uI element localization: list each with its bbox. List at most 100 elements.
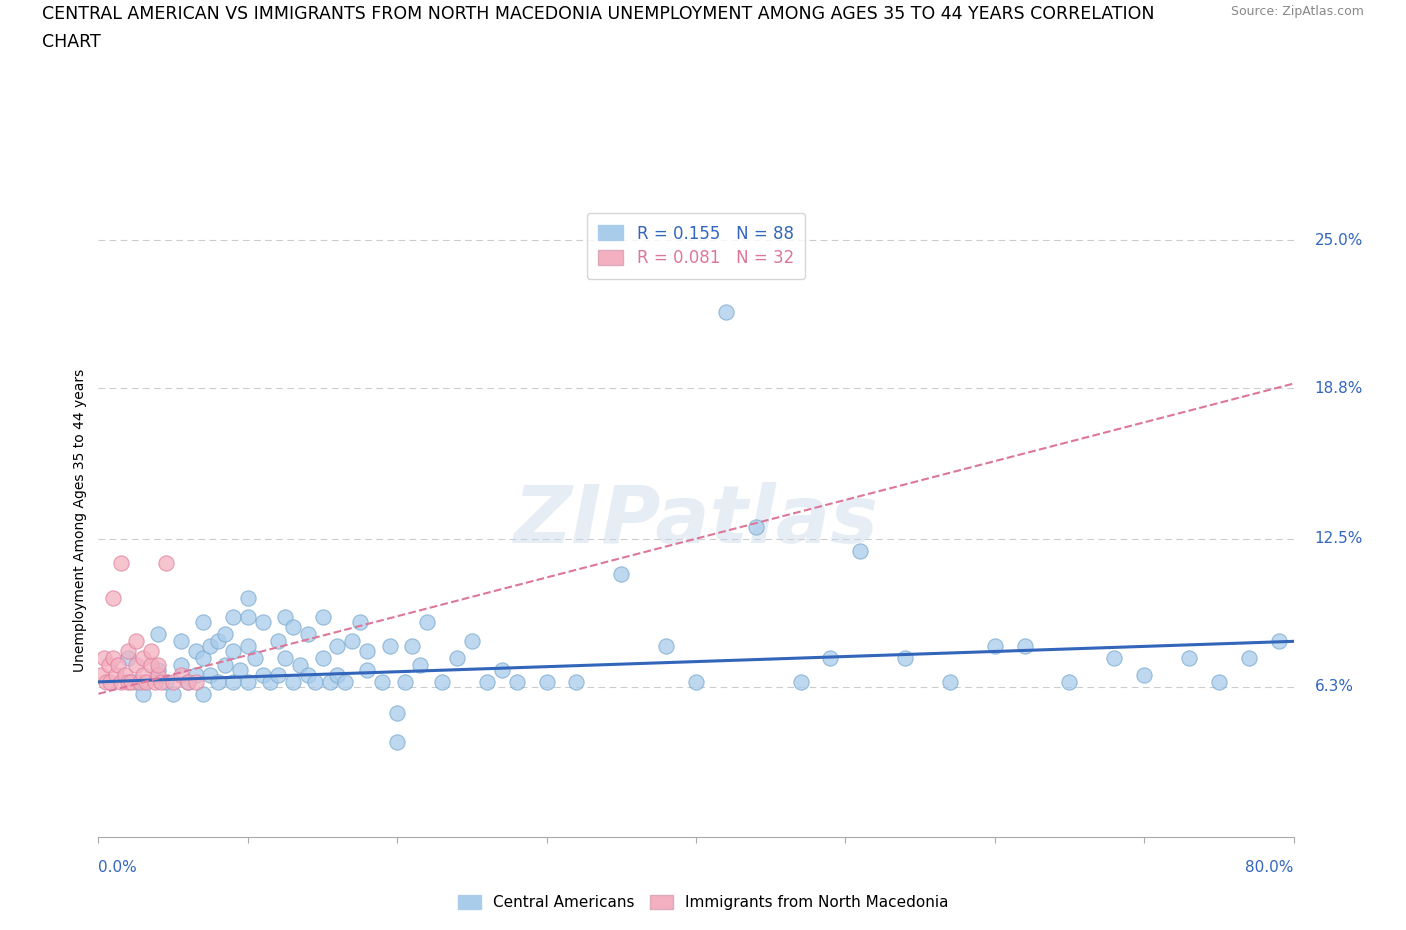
Point [94,674,117,689]
Point [150,674,173,689]
Point [1208,674,1230,689]
Point [378,639,401,654]
Point [169,668,191,683]
Point [1237,651,1260,666]
Point [222,610,245,625]
Point [939,674,962,689]
Point [148,627,170,642]
Point [184,674,207,689]
Point [1014,639,1036,654]
Point [267,634,290,649]
Point [110,674,132,689]
Point [1133,668,1156,683]
Point [894,651,917,666]
Point [155,674,177,689]
Point [745,519,768,534]
Point [430,674,453,689]
Point [148,668,170,683]
Point [252,668,274,683]
Point [103,651,125,666]
Point [148,658,170,672]
Point [117,674,139,689]
Point [236,591,259,605]
Point [610,567,633,582]
Point [311,610,333,625]
Point [281,674,304,689]
Point [169,658,191,672]
Point [98,674,122,689]
Text: 6.3%: 6.3% [1315,679,1354,694]
Point [191,686,214,701]
Point [342,634,364,649]
Point [297,627,319,642]
Point [288,658,311,672]
Point [408,658,430,672]
Text: CENTRAL AMERICAN VS IMMIGRANTS FROM NORTH MACEDONIA UNEMPLOYMENT AMONG AGES 35 T: CENTRAL AMERICAN VS IMMIGRANTS FROM NORT… [42,5,1154,22]
Text: 25.0%: 25.0% [1315,232,1362,248]
Point [139,644,162,658]
Point [90,668,112,683]
Point [685,674,707,689]
Point [125,674,148,689]
Point [536,674,558,689]
Point [139,658,162,672]
Point [105,668,128,683]
Text: CHART: CHART [42,33,101,50]
Point [236,610,259,625]
Point [394,674,416,689]
Point [385,706,409,721]
Point [117,651,139,666]
Text: 18.8%: 18.8% [1315,381,1362,396]
Point [143,674,166,689]
Point [214,627,236,642]
Point [506,674,529,689]
Point [200,668,222,683]
Y-axis label: Unemployment Among Ages 35 to 44 years: Unemployment Among Ages 35 to 44 years [73,369,87,672]
Point [135,674,157,689]
Point [169,634,191,649]
Point [132,668,155,683]
Point [1178,651,1201,666]
Point [356,644,378,658]
Point [259,674,281,689]
Point [191,651,214,666]
Point [820,651,842,666]
Point [252,615,274,630]
Point [385,734,409,749]
Text: 80.0%: 80.0% [1246,860,1294,875]
Point [162,686,184,701]
Point [789,674,811,689]
Point [461,634,484,649]
Point [191,615,214,630]
Point [184,668,207,683]
Point [333,674,356,689]
Point [114,668,136,683]
Point [304,674,326,689]
Text: 0.0%: 0.0% [98,860,138,875]
Point [97,658,120,672]
Point [267,668,290,683]
Point [177,674,200,689]
Point [162,674,184,689]
Point [274,610,297,625]
Point [1104,651,1126,666]
Point [120,674,142,689]
Point [107,658,129,672]
Point [110,555,132,570]
Point [281,619,304,634]
Point [371,674,394,689]
Point [446,651,468,666]
Text: ZIPatlas: ZIPatlas [513,482,879,560]
Point [207,674,229,689]
Point [148,662,170,677]
Point [93,651,115,666]
Point [475,674,498,689]
Point [222,644,245,658]
Text: Source: ZipAtlas.com: Source: ZipAtlas.com [1230,5,1364,18]
Point [274,651,297,666]
Point [125,634,148,649]
Point [207,634,229,649]
Legend: Central Americans, Immigrants from North Macedonia: Central Americans, Immigrants from North… [450,887,956,918]
Point [132,686,155,701]
Text: 12.5%: 12.5% [1315,531,1362,546]
